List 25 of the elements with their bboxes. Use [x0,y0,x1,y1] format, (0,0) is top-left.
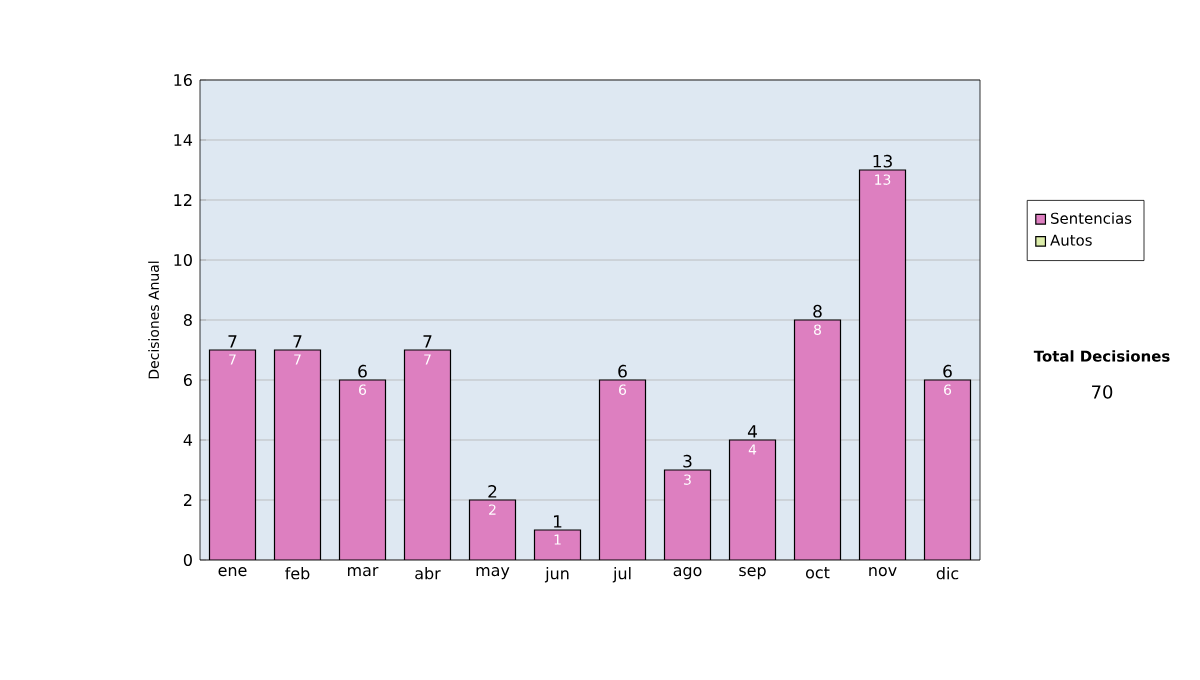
bar [469,500,516,560]
bar [664,470,711,560]
bar [339,380,386,560]
total-label: 1 [553,515,562,528]
total-label: 7 [293,335,302,348]
text: 70 [1092,385,1113,399]
total-label: 4 [747,425,757,438]
bar [729,440,776,560]
bar [599,380,646,560]
total-label: 7 [423,335,432,348]
total-label: 6 [618,364,627,378]
total-label: 3 [683,454,692,468]
total-label: 7 [228,335,237,348]
total-label: 6 [943,364,952,378]
bar [209,350,256,560]
total-label: 8 [813,304,822,318]
total-label: 13 [873,154,892,168]
bar [859,169,906,560]
total-label: 2 [488,485,497,498]
bar [274,350,321,560]
bar [534,530,581,560]
total-label: 6 [358,364,367,378]
bar [404,350,451,560]
bar [923,379,972,560]
bar [794,320,841,560]
